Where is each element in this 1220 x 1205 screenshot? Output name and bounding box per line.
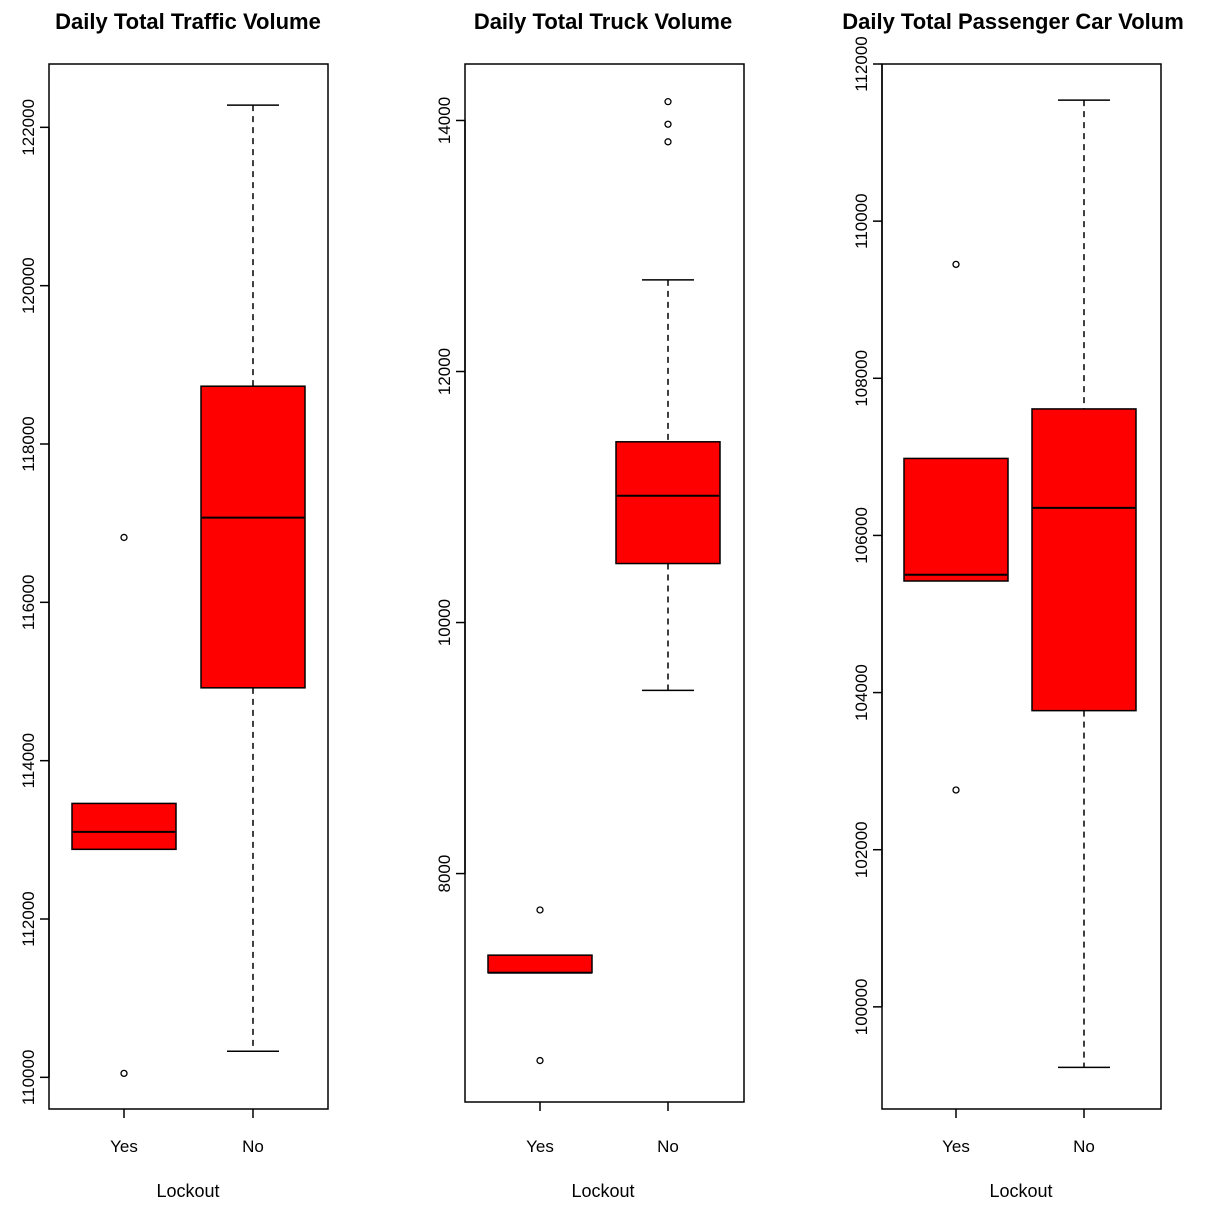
x-tick-label-truck-yes: Yes [526, 1137, 554, 1156]
y-tick-label-truck: 12000 [435, 348, 454, 395]
x-tick-label-traffic-no: No [242, 1137, 264, 1156]
outlier-point-truck-yes [536, 906, 544, 914]
y-tick-label-traffic: 118000 [19, 416, 38, 471]
y-tick-label-truck: 8000 [435, 855, 454, 893]
plot-marks-passenger: 100000 102000 104000 106000 108000 110000 1120… [852, 36, 1137, 1118]
y-tick-label-passenger: 106000 [852, 507, 871, 564]
y-tick-label-passenger: 112000 [852, 36, 871, 91]
y-tick-label-traffic: 120000 [19, 257, 38, 314]
y-tick-label-traffic: 116000 [19, 575, 38, 630]
outlier-point-traffic-yes [120, 533, 128, 542]
box-traffic-no [200, 385, 306, 689]
chart-title-passenger: Daily Total Passenger Car Volum [842, 9, 1184, 34]
x-axis-label-passenger: Lockout [989, 1181, 1052, 1201]
y-tick-label-passenger: 102000 [852, 821, 871, 878]
chart-panel-traffic: Daily Total Traffic Volume 1100001120001… [19, 9, 329, 1201]
outlier-point-truck-no [664, 138, 672, 146]
x-axis-label-truck: Lockout [571, 1181, 634, 1201]
y-tick-label-passenger: 104000 [852, 664, 871, 721]
x-tick-label-passenger-yes: Yes [942, 1137, 970, 1156]
outlier-point-traffic-yes [120, 1069, 128, 1078]
chart-title-traffic: Daily Total Traffic Volume [55, 9, 321, 34]
outlier-point-truck-no [664, 120, 672, 128]
y-tick-label-passenger: 110000 [852, 193, 871, 248]
x-tick-label-traffic-yes: Yes [110, 1137, 138, 1156]
outlier-point-passenger-yes [952, 786, 960, 794]
y-tick-label-traffic: 110000 [19, 1050, 38, 1105]
outlier-point-truck-no [664, 98, 672, 106]
chart-title-truck: Daily Total Truck Volume [474, 9, 732, 34]
outlier-point-truck-yes [536, 1056, 544, 1065]
box-traffic-yes [71, 802, 177, 851]
plot-marks-traffic: 110000 112000 114000 116000 118000 120000 1220… [19, 99, 306, 1118]
y-tick-label-traffic: 114000 [19, 733, 38, 788]
box-truck-yes [487, 954, 593, 974]
outlier-point-passenger-yes [952, 260, 960, 269]
y-tick-label-traffic: 112000 [19, 891, 38, 946]
x-tick-label-truck-no: No [657, 1137, 679, 1156]
x-tick-label-passenger-no: No [1073, 1137, 1095, 1156]
y-tick-label-truck: 10000 [435, 599, 454, 646]
x-axis-label-traffic: Lockout [156, 1181, 219, 1201]
y-tick-label-traffic: 122000 [19, 99, 38, 156]
box-passenger-no [1031, 408, 1137, 712]
chart-panel-passenger: Daily Total Passenger Car Volum 10000010… [842, 9, 1184, 1201]
y-tick-label-truck: 14000 [435, 97, 454, 144]
y-tick-label-passenger: 100000 [852, 978, 871, 1035]
plot-marks-truck: 8000 10000 12000 14000 [435, 97, 721, 1111]
box-passenger-yes [903, 457, 1009, 582]
chart-panel-truck: Daily Total Truck Volume 8000 10000 12000 1… [435, 9, 745, 1201]
box-truck-no [615, 441, 721, 565]
y-tick-label-passenger: 108000 [852, 350, 871, 407]
